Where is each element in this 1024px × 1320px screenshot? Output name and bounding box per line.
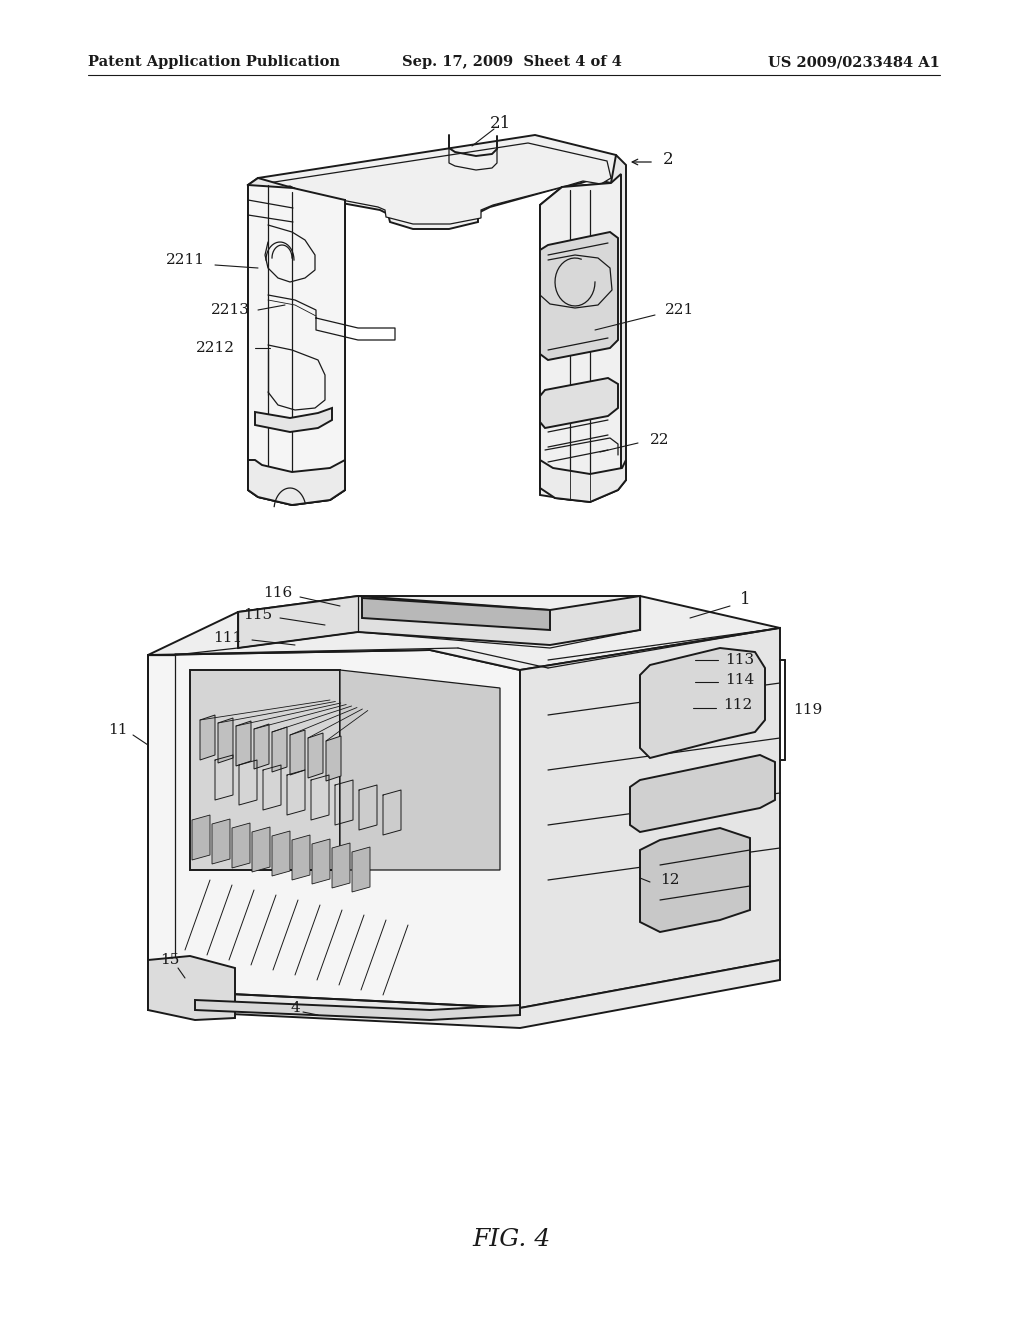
Text: 2211: 2211 (166, 253, 205, 267)
Polygon shape (255, 408, 332, 432)
Text: 116: 116 (263, 586, 293, 601)
Polygon shape (540, 459, 626, 502)
Polygon shape (308, 733, 323, 777)
Polygon shape (252, 828, 270, 873)
Text: 115: 115 (244, 609, 272, 622)
Polygon shape (290, 730, 305, 775)
Polygon shape (218, 718, 233, 763)
Polygon shape (630, 755, 775, 832)
Polygon shape (248, 178, 345, 506)
Polygon shape (520, 628, 780, 1008)
Text: 113: 113 (725, 653, 755, 667)
Text: 221: 221 (666, 304, 694, 317)
Text: Patent Application Publication: Patent Application Publication (88, 55, 340, 69)
Polygon shape (248, 459, 345, 506)
Polygon shape (292, 836, 310, 880)
Polygon shape (326, 737, 341, 781)
Text: Sep. 17, 2009  Sheet 4 of 4: Sep. 17, 2009 Sheet 4 of 4 (402, 55, 622, 69)
Polygon shape (148, 960, 780, 1028)
Text: 2213: 2213 (211, 304, 250, 317)
Polygon shape (195, 1001, 520, 1020)
Polygon shape (332, 843, 350, 888)
Polygon shape (212, 818, 230, 865)
Polygon shape (148, 956, 234, 1020)
Polygon shape (272, 832, 290, 876)
Text: 114: 114 (725, 673, 755, 686)
Polygon shape (362, 598, 550, 630)
Text: 21: 21 (489, 115, 511, 132)
Polygon shape (200, 715, 215, 760)
Text: 4: 4 (290, 1001, 300, 1015)
Polygon shape (190, 671, 340, 870)
Polygon shape (272, 727, 287, 772)
Polygon shape (540, 154, 626, 502)
Text: 11: 11 (109, 723, 128, 737)
Text: 111: 111 (213, 631, 243, 645)
Polygon shape (540, 378, 618, 428)
Polygon shape (540, 232, 618, 360)
Text: 2: 2 (663, 152, 674, 169)
Polygon shape (352, 847, 370, 892)
Polygon shape (148, 597, 780, 671)
Polygon shape (640, 648, 765, 758)
Text: US 2009/0233484 A1: US 2009/0233484 A1 (768, 55, 940, 69)
Polygon shape (248, 135, 621, 228)
Text: 1: 1 (739, 591, 751, 609)
Polygon shape (232, 822, 250, 869)
Polygon shape (340, 671, 500, 870)
Text: 119: 119 (794, 704, 822, 717)
Text: 12: 12 (660, 873, 680, 887)
Polygon shape (254, 723, 269, 770)
Text: FIG. 4: FIG. 4 (473, 1229, 551, 1251)
Polygon shape (260, 143, 611, 224)
Text: 2212: 2212 (196, 341, 234, 355)
Polygon shape (236, 721, 251, 766)
Polygon shape (193, 814, 210, 861)
Polygon shape (312, 840, 330, 884)
Polygon shape (238, 597, 640, 648)
Text: 15: 15 (161, 953, 179, 968)
Text: 22: 22 (650, 433, 670, 447)
Text: 112: 112 (723, 698, 753, 711)
Polygon shape (248, 185, 345, 506)
Polygon shape (148, 649, 520, 1010)
Polygon shape (640, 828, 750, 932)
Polygon shape (540, 174, 621, 500)
